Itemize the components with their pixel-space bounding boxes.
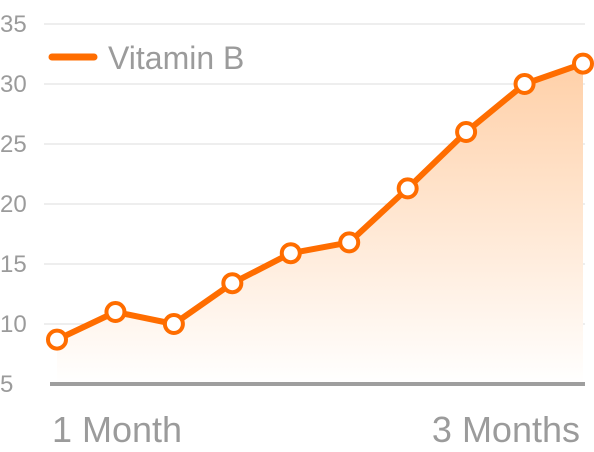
data-point [513,73,536,95]
y-tick-label: 15 [0,251,27,278]
y-axis-ticks: 5 10 15 20 25 30 35 [0,11,27,398]
data-point [221,272,244,295]
legend: Vitamin B [48,40,244,76]
y-tick-label: 30 [0,71,27,98]
y-tick-label: 35 [0,11,27,38]
data-point [338,231,361,254]
y-tick-label: 20 [0,191,27,218]
data-point [396,177,419,200]
x-tick-label: 3 Months [432,409,580,450]
data-point [46,328,68,351]
legend-label: Vitamin B [108,40,244,76]
series-points [46,52,594,351]
y-tick-label: 5 [0,371,13,398]
data-point [279,242,302,265]
y-tick-label: 10 [0,311,27,338]
series-line-vitamin-b [55,60,584,343]
x-tick-label: 1 Month [52,409,182,450]
data-point [104,301,127,323]
series-area [57,63,583,384]
data-point [162,313,185,335]
data-point [572,52,594,75]
y-tick-label: 25 [0,131,27,158]
data-point [455,121,478,143]
